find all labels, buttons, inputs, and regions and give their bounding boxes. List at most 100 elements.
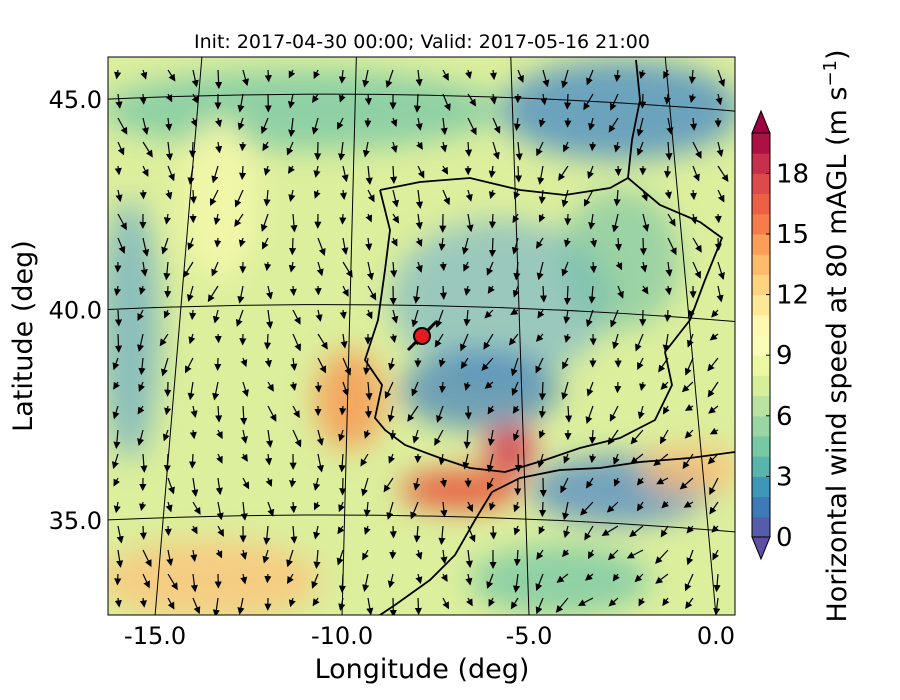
wind-arrow xyxy=(137,405,145,415)
wind-arrow xyxy=(630,429,644,445)
wind-arrow xyxy=(614,237,623,252)
wind-arrow xyxy=(417,165,425,179)
wind-arrow xyxy=(290,357,298,372)
wind-arrow xyxy=(709,477,719,496)
x-tick-label: -5.0 xyxy=(506,622,553,650)
wind-arrow xyxy=(440,573,448,583)
wind-arrow xyxy=(165,141,174,161)
wind-arrow xyxy=(655,549,669,564)
wind-arrow xyxy=(709,501,719,515)
wind-arrow xyxy=(716,141,724,158)
wind-arrow xyxy=(113,477,121,487)
wind-arrow xyxy=(386,501,394,520)
wind-arrow xyxy=(365,237,373,251)
wind-arrow xyxy=(607,429,619,445)
wind-arrow xyxy=(583,189,594,207)
wind-arrow xyxy=(362,141,370,158)
wind-arrow xyxy=(665,261,673,277)
wind-arrow xyxy=(366,261,374,281)
colorbar-band xyxy=(752,375,770,397)
x-tick-label: -10.0 xyxy=(311,622,373,650)
wind-arrow xyxy=(241,453,248,462)
wind-arrow xyxy=(337,117,344,130)
wind-arrow xyxy=(238,237,246,248)
wind-arrow xyxy=(313,501,321,511)
wind-arrow xyxy=(139,501,147,512)
wind-arrow xyxy=(538,117,546,128)
wind-arrow xyxy=(190,525,198,535)
wind-arrow xyxy=(717,69,726,87)
wind-arrow xyxy=(665,141,673,161)
wind-arrow xyxy=(207,285,219,303)
wind-arrow xyxy=(234,213,244,228)
wind-arrow xyxy=(463,285,471,296)
wind-arrow xyxy=(264,573,272,584)
wind-arrow xyxy=(466,501,473,513)
coastline xyxy=(364,59,735,615)
wind-arrow xyxy=(313,189,321,199)
wind-arrow xyxy=(192,501,201,515)
wind-arrow xyxy=(589,141,597,152)
wind-arrow xyxy=(684,573,694,592)
wind-arrow xyxy=(537,309,545,319)
wind-arrow xyxy=(717,165,729,183)
wind-arrow xyxy=(513,501,521,513)
map-field xyxy=(108,57,735,615)
wind-arrow xyxy=(588,429,597,445)
wind-arrow xyxy=(563,285,572,306)
wind-arrow xyxy=(388,453,396,464)
wind-arrow xyxy=(390,237,398,247)
wind-arrow xyxy=(663,93,672,105)
wind-arrow xyxy=(292,405,300,419)
wind-arrow xyxy=(288,189,296,202)
wind-arrow xyxy=(113,429,121,450)
wind-arrow xyxy=(439,261,447,272)
wind-arrow xyxy=(167,597,175,610)
wind-arrow xyxy=(211,165,219,184)
wind-arrow xyxy=(313,549,321,569)
wind-arrow xyxy=(267,381,274,392)
wind-arrow xyxy=(536,141,544,157)
wind-arrow xyxy=(563,309,571,324)
wind-arrow xyxy=(489,93,498,105)
wind-arrow xyxy=(342,285,349,297)
wind-arrow xyxy=(440,117,448,136)
wind-arrow xyxy=(288,261,296,273)
wind-arrow xyxy=(391,309,399,324)
wind-arrow xyxy=(464,381,471,391)
wind-arrow xyxy=(562,549,570,558)
wind-arrow xyxy=(717,189,725,203)
wind-arrow xyxy=(363,501,371,518)
wind-arrow xyxy=(264,453,273,466)
wind-arrow xyxy=(639,237,647,256)
wind-arrow xyxy=(659,429,669,445)
wind-arrow xyxy=(214,237,222,248)
colorbar-band xyxy=(752,496,770,518)
wind-arrow xyxy=(667,213,676,227)
wind-arrow xyxy=(512,573,521,593)
wind-arrow xyxy=(537,165,545,185)
wind-arrow xyxy=(264,69,272,83)
wind-arrow xyxy=(317,333,328,350)
wind-arrow xyxy=(563,453,571,464)
wind-arrow xyxy=(487,477,494,490)
wind-arrow xyxy=(717,261,725,280)
wind-arrow xyxy=(238,165,247,181)
wind-arrow xyxy=(189,141,197,158)
wind-arrow xyxy=(588,285,596,304)
wind-arrow xyxy=(390,117,398,128)
wind-arrow xyxy=(114,333,123,353)
wind-arrow xyxy=(213,213,221,226)
wind-arrow xyxy=(538,213,546,223)
wind-arrow xyxy=(190,117,198,128)
wind-arrow xyxy=(653,453,669,466)
wind-arrow xyxy=(411,309,419,328)
wind-arrow xyxy=(686,525,694,534)
wind-arrow xyxy=(412,429,420,444)
wind-arrow xyxy=(187,381,195,401)
wind-arrow xyxy=(263,165,271,176)
wind-arrow xyxy=(167,477,175,495)
wind-arrow xyxy=(587,549,595,560)
wind-arrow xyxy=(607,549,619,561)
wind-arrow xyxy=(413,285,421,304)
